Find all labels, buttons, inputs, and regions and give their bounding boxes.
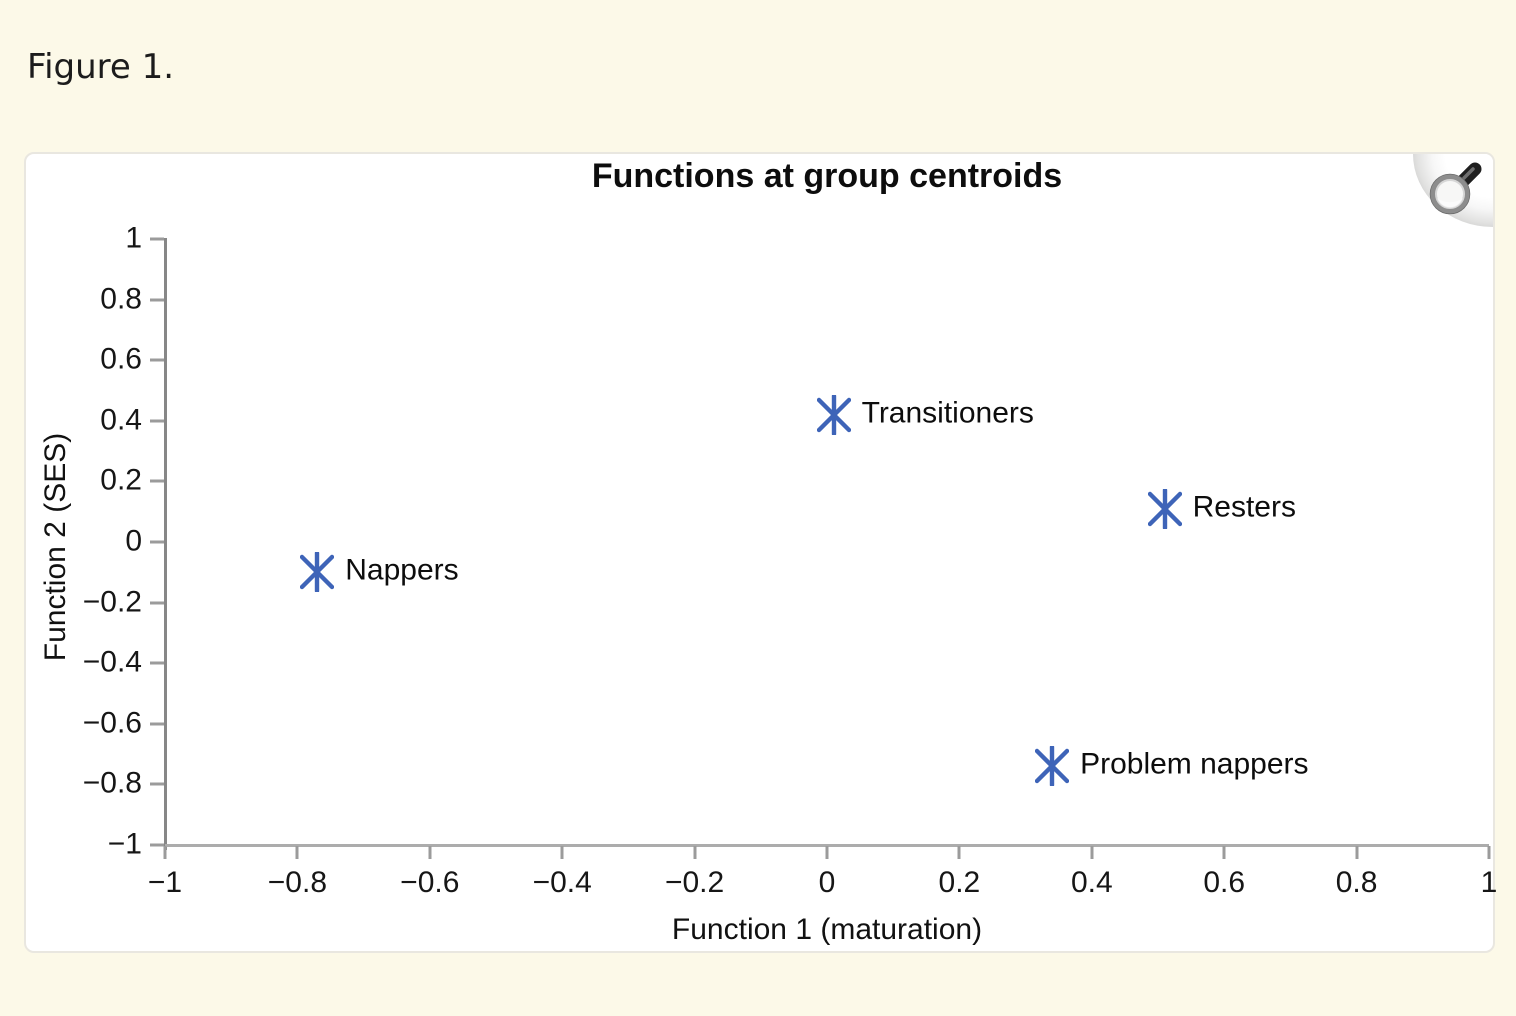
figure-panel: Functions at group centroids −1 −0.8 −0.6−…	[24, 152, 1498, 953]
x-tick-label: 0.8	[1335, 866, 1378, 899]
x-tick-label: −1	[147, 866, 183, 899]
asterisk-marker-icon	[300, 552, 335, 593]
asterisk-marker-icon	[816, 394, 851, 435]
y-tick	[150, 601, 164, 605]
x-tick	[1355, 846, 1359, 859]
y-tick-label: −0.4	[82, 645, 142, 679]
y-tick-label: −0.8	[82, 766, 142, 800]
y-tick-label: −1	[107, 827, 142, 861]
x-tick	[1487, 846, 1491, 859]
y-tick	[150, 843, 164, 847]
x-tick	[295, 846, 299, 859]
y-tick-label: 0.6	[100, 342, 142, 376]
x-tick-label: 0.2	[938, 866, 981, 899]
data-point-label: Problem nappers	[1080, 747, 1309, 781]
x-tick-label: −0.2	[664, 866, 725, 899]
y-tick-label: 1	[125, 221, 142, 255]
x-tick	[1222, 846, 1226, 859]
x-tick-label: 0.4	[1070, 866, 1113, 899]
x-tick-label: −0.6	[400, 866, 460, 899]
data-point-label: Resters	[1192, 490, 1296, 524]
y-tick	[150, 358, 164, 362]
y-tick	[150, 298, 164, 302]
x-tick-label: 0	[818, 866, 836, 899]
y-tick	[150, 419, 164, 423]
y-tick-label: −0.2	[82, 584, 142, 618]
x-tick-label: −0.4	[532, 866, 592, 899]
x-tick	[163, 846, 167, 859]
magnifier-icon	[1429, 162, 1482, 215]
y-tick	[150, 540, 164, 544]
y-tick-label: 0.4	[100, 403, 142, 437]
data-point-label: Nappers	[345, 553, 459, 587]
y-tick	[150, 722, 164, 726]
plot-area: −1 −0.8 −0.6 −0.4 −0.2 0 0.2 0.4 0.6 0.8 1 1 0.8 0.6 0…	[83, 221, 1498, 899]
x-tick	[560, 846, 564, 859]
y-tick	[150, 237, 164, 241]
x-tick	[428, 846, 432, 859]
x-tick	[825, 846, 829, 859]
y-tick-label: 0	[125, 524, 142, 558]
chart-title: Functions at group centroids	[591, 157, 1063, 195]
y-axis-title: Function 2 (SES)	[39, 432, 72, 662]
x-tick	[957, 846, 961, 859]
y-tick	[150, 661, 164, 665]
zoom-button[interactable]	[1413, 154, 1493, 227]
y-tick-label: −0.6	[82, 706, 142, 740]
figure-caption-label: Figure 1.	[27, 47, 175, 87]
y-tick	[150, 479, 164, 483]
y-tick-label: 0.8	[100, 281, 142, 315]
x-axis-line	[165, 844, 1489, 847]
asterisk-marker-icon	[1035, 746, 1070, 787]
x-tick	[693, 846, 697, 859]
y-tick	[150, 782, 164, 786]
x-tick-label: −0.8	[267, 866, 328, 899]
y-axis-line	[164, 238, 167, 850]
data-point-label: Transitioners	[861, 396, 1034, 430]
x-tick-label: 0.6	[1203, 866, 1246, 899]
x-axis-title: Function 1 (maturation)	[671, 913, 983, 946]
y-tick-label: 0.2	[100, 463, 142, 497]
asterisk-marker-icon	[1147, 488, 1182, 529]
x-tick-label: 1	[1480, 866, 1498, 899]
x-tick	[1090, 846, 1094, 859]
